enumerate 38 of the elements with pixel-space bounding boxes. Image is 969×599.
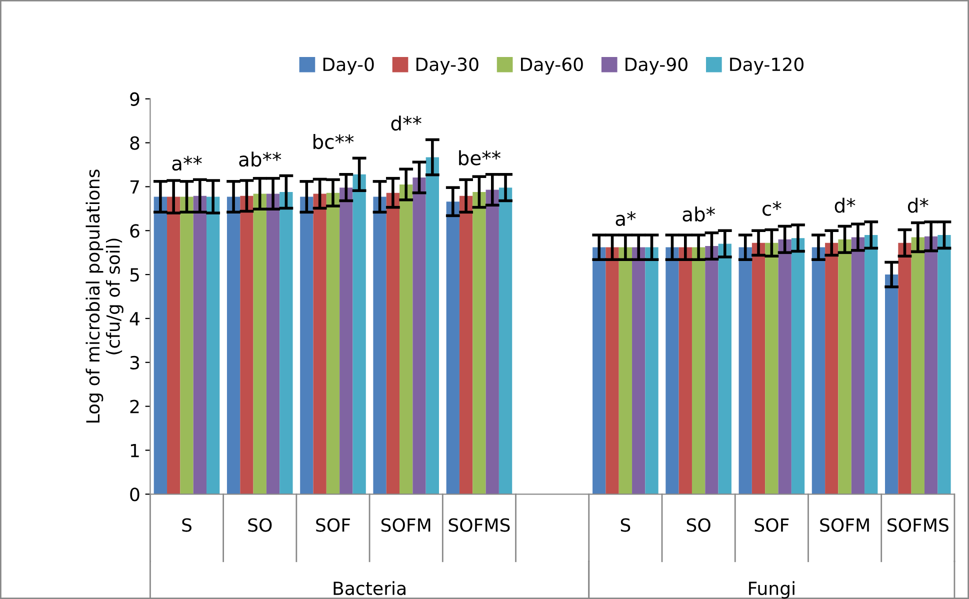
x-tick-label: SO <box>248 518 272 532</box>
annotation: d* <box>908 198 928 213</box>
y-tick-label: 7 <box>130 180 139 194</box>
legend-label: Day-0 <box>323 58 374 75</box>
x-tick-label: SOFMS <box>448 518 510 532</box>
annotation: a** <box>172 156 202 171</box>
x-tick-label: SOFM <box>820 518 869 532</box>
y-tick-label: 9 <box>130 92 140 106</box>
annotation: c* <box>762 201 782 216</box>
x-tick-label: SO <box>686 518 710 532</box>
legend-label: Day-90 <box>626 58 688 75</box>
y-tick-label: 2 <box>130 400 139 414</box>
annotation: be** <box>459 150 501 166</box>
annotation: d* <box>834 198 856 213</box>
annotation: ab* <box>682 206 715 222</box>
x-tick-label: SOF <box>754 518 789 532</box>
y-tick-label: 6 <box>130 224 140 238</box>
y-tick-label: 0 <box>130 488 140 502</box>
x-tick-label: SOF <box>316 518 350 532</box>
text: Fungi <box>749 581 794 599</box>
y-tick-label: 4 <box>130 312 140 326</box>
legend-label: Day-120 <box>730 58 804 75</box>
y-tick-label: 3 <box>130 356 140 370</box>
x-tick-label: S <box>620 518 630 532</box>
y-axis-title: Log of microbial populations (cfu/g of soil) <box>86 170 124 422</box>
annotation: ab** <box>239 152 282 167</box>
legend-label: Day-60 <box>521 58 583 75</box>
y-tick-label: 8 <box>130 136 140 150</box>
annotation: a* <box>616 211 636 226</box>
annotation: bc** <box>314 134 354 150</box>
y-tick-label: 1 <box>130 444 139 458</box>
legend-label: Day-30 <box>416 58 478 75</box>
x-tick-label: S <box>182 518 192 532</box>
text: Bacteria <box>334 581 406 596</box>
y-tick-label: 5 <box>130 268 139 282</box>
x-tick-label: SOFM <box>381 518 430 532</box>
x-tick-label: SOFMS <box>888 518 948 532</box>
annotation: d** <box>391 116 422 131</box>
